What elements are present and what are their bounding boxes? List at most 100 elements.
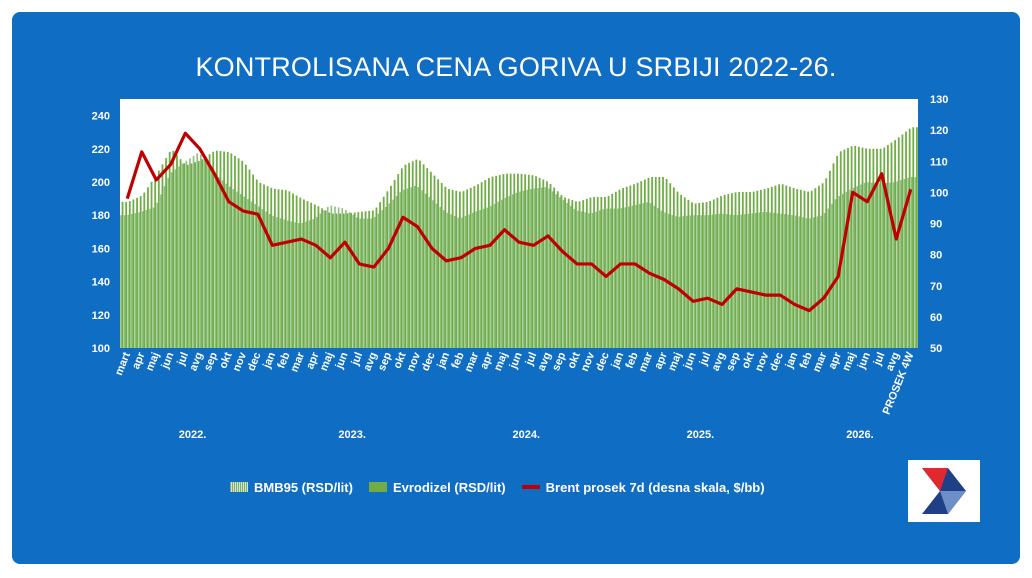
- bmb95-bar: [192, 155, 195, 348]
- evrodizel-bar: [263, 184, 265, 348]
- evrodizel-bar: [647, 177, 650, 348]
- evrodizel-bar: [585, 198, 588, 348]
- bmb95-bar: [849, 189, 851, 348]
- evrodizel-bar: [299, 197, 302, 348]
- bmb95-bar: [149, 208, 151, 348]
- bmb95-bar: [860, 184, 862, 348]
- bmb95-bar: [337, 207, 340, 348]
- bmb95-bar: [486, 207, 489, 348]
- evrodizel-bar: [520, 173, 523, 348]
- bmb95-bar: [892, 182, 895, 348]
- bmb95-bar: [138, 212, 140, 348]
- bmb95-bar: [573, 208, 576, 348]
- evrodizel-bar: [382, 196, 385, 348]
- bmb95-bar: [330, 205, 333, 348]
- bmb95-bar: [464, 216, 467, 348]
- evrodizel-bar: [582, 200, 585, 348]
- bmb95-bar: [406, 188, 409, 348]
- evrodizel-bar: [386, 191, 389, 348]
- evrodizel-bar: [698, 202, 701, 348]
- bmb95-bar: [696, 215, 699, 348]
- evrodizel-bar: [792, 188, 795, 348]
- bmb95-bar: [602, 209, 605, 348]
- bmb95-bar: [744, 214, 746, 348]
- bmb95-bar: [675, 216, 677, 348]
- bmb95-bar: [711, 214, 714, 348]
- evrodizel-bar: [292, 193, 294, 348]
- evrodizel-bar: [694, 203, 697, 348]
- evrodizel-bar: [458, 191, 461, 348]
- evrodizel-bar: [197, 161, 200, 348]
- bmb95-bar: [914, 177, 917, 348]
- evrodizel-bar: [223, 151, 226, 348]
- evrodizel-bar: [872, 148, 875, 348]
- evrodizel-bar: [814, 188, 817, 348]
- bmb95-bar: [203, 159, 206, 348]
- evrodizel-bar: [132, 199, 135, 348]
- evrodizel-bar: [332, 213, 334, 348]
- evrodizel-bar: [429, 171, 432, 348]
- bmb95-bar: [689, 215, 692, 348]
- left-tick-label: 140: [92, 277, 110, 289]
- month-tick-label: jun: [159, 350, 177, 371]
- year-label: 2024.: [512, 429, 540, 441]
- evrodizel-bar: [244, 164, 247, 348]
- bmb95-bar: [323, 210, 325, 348]
- bmb95-bar: [526, 189, 529, 348]
- bmb95-bar: [254, 204, 257, 348]
- bmb95-bar: [907, 177, 909, 348]
- bmb95-bar: [751, 213, 753, 348]
- evrodizel-bar: [448, 189, 450, 348]
- left-tick-label: 240: [92, 111, 110, 123]
- evrodizel-bar: [542, 179, 545, 348]
- bmb95-bar: [802, 217, 804, 348]
- month-tick-label: jan: [783, 350, 801, 370]
- bmb95-bar: [889, 182, 891, 348]
- bmb95-bar: [551, 191, 554, 348]
- evrodizel-bar: [484, 180, 487, 348]
- evrodizel-bar: [527, 174, 530, 348]
- evrodizel-bar: [379, 202, 381, 348]
- evrodizel-bar: [455, 190, 458, 348]
- bmb95-bar: [258, 206, 260, 348]
- bmb95-bar: [842, 193, 844, 348]
- left-axis: 100 120 140 160 180 200 220 240: [92, 111, 110, 355]
- evrodizel-bar: [440, 183, 443, 348]
- month-tick-label: sep: [724, 350, 742, 372]
- evrodizel-bar: [879, 148, 882, 348]
- evrodizel-bar: [712, 199, 715, 348]
- evrodizel-bar: [154, 176, 157, 348]
- evrodizel-bar: [139, 196, 142, 348]
- evrodizel-bar: [894, 140, 897, 348]
- evrodizel-bar: [273, 188, 276, 348]
- evrodizel-bar: [422, 164, 425, 348]
- evrodizel-bar: [593, 196, 595, 348]
- evrodizel-bar: [799, 189, 802, 348]
- bmb95-bar: [366, 218, 369, 348]
- bmb95-bar: [287, 220, 289, 348]
- evrodizel-bar: [847, 147, 849, 348]
- bmb95-bar: [450, 214, 452, 348]
- left-tick-label: 180: [92, 210, 110, 222]
- evrodizel-bar: [763, 189, 766, 348]
- bmb95-bar: [569, 205, 572, 348]
- month-tick-label: mar: [637, 350, 656, 374]
- evrodizel-bar: [897, 137, 900, 348]
- evrodizel-bar: [208, 154, 211, 348]
- evrodizel-bar: [767, 188, 770, 348]
- evrodizel-bar: [868, 148, 871, 348]
- bmb95-bar: [617, 208, 619, 348]
- bmb95-bar: [591, 212, 594, 348]
- evrodizel-bar: [654, 177, 657, 348]
- bmb95-bar: [348, 212, 351, 348]
- evrodizel-bar: [375, 207, 378, 348]
- bmb95-bar: [642, 203, 645, 348]
- bmb95-bar: [758, 212, 761, 348]
- bmb95-bar: [871, 182, 873, 348]
- bmb95-bar: [820, 215, 822, 348]
- evrodizel-bar: [168, 151, 171, 348]
- bmb95-bar: [635, 204, 637, 348]
- bmb95-bar: [707, 214, 710, 348]
- evrodizel-bar: [183, 163, 186, 348]
- month-tick-label: sep: [202, 350, 220, 372]
